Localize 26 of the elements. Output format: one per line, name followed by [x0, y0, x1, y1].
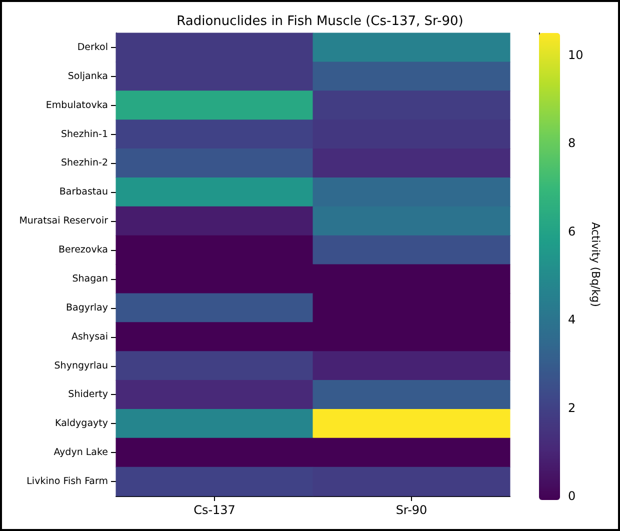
y-tick-label: Shiderty — [68, 389, 108, 400]
y-tick-label: Bagyrlay — [66, 302, 108, 314]
y-tick-label: Shyngyrlau — [54, 360, 108, 372]
y-tick-label: Embulatovka — [46, 100, 108, 111]
y-tick-label: Livkino Fish Farm — [26, 476, 108, 488]
y-tick-label: Ashysai — [71, 331, 108, 342]
y-tick-label: Soljanka — [68, 70, 108, 82]
chart-title: Radionuclides in Fish Muscle (Cs-137, Sr-90) — [176, 14, 464, 29]
color-bar-label: 0 — [568, 489, 576, 503]
y-tick-label: Aydyn Lake — [54, 447, 108, 458]
color-bar-title: Activity (Bq/kg) — [589, 222, 602, 307]
y-tick-label: Derkol — [77, 42, 108, 53]
x-tick-label: Cs-137 — [194, 503, 236, 517]
y-tick-label: Kaldygayty — [55, 418, 108, 430]
y-tick-label: Shagan — [72, 273, 108, 284]
color-bar-label: 2 — [568, 400, 576, 415]
color-bar-label: 4 — [568, 312, 576, 327]
y-tick-label: Barbastau — [59, 186, 108, 198]
color-bar-label: 10 — [568, 48, 584, 62]
y-tick-label: Shezhin-1 — [60, 128, 108, 140]
x-tick-label: Sr-90 — [396, 503, 428, 517]
color-bar-label: 8 — [568, 136, 576, 150]
y-tick-label: Muratsai Reservoir — [19, 216, 108, 227]
y-tick-label: Berezovka — [58, 244, 108, 256]
y-tick-label: Shezhin-2 — [60, 158, 108, 169]
color-bar-label: 6 — [568, 224, 576, 238]
